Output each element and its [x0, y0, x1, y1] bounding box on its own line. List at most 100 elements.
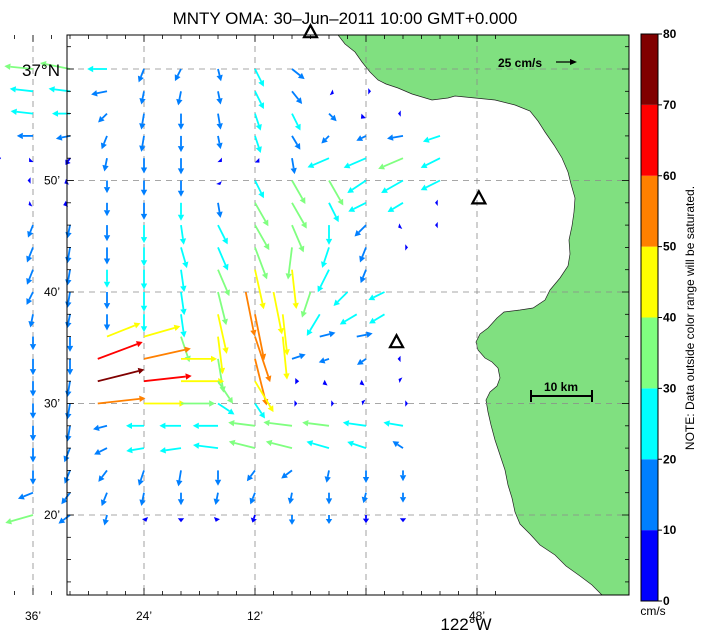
vector-110	[321, 247, 330, 268]
vector-shaft	[67, 247, 71, 258]
vector-86	[387, 202, 404, 213]
vector-8	[254, 68, 265, 87]
vector-head	[216, 98, 223, 105]
vector-head	[5, 518, 12, 525]
vector-shaft	[323, 247, 330, 263]
vector-shaft	[361, 358, 367, 363]
vector-222	[98, 469, 108, 482]
vector-shaft	[326, 470, 330, 478]
vector-head	[342, 420, 350, 427]
vector-shaft	[217, 247, 227, 266]
vector-130	[217, 291, 228, 326]
vector-shaft	[141, 91, 145, 99]
vector-236	[213, 492, 220, 506]
vector-shaft	[362, 269, 367, 278]
vector-135	[368, 291, 385, 301]
vector-shaft	[309, 313, 321, 332]
vector-head	[140, 326, 148, 333]
vector-head	[325, 519, 333, 524]
vector-shaft	[254, 269, 264, 304]
vector-shaft	[67, 314, 71, 323]
vector-125	[26, 291, 34, 305]
vector-head	[177, 146, 185, 153]
vector-shaft	[251, 492, 256, 500]
vector-220	[29, 470, 37, 485]
vector-85	[348, 201, 367, 212]
vector-78	[103, 202, 111, 217]
vector-237	[249, 492, 256, 505]
vector-52	[102, 158, 109, 172]
vector-shaft	[67, 224, 71, 233]
vector-9	[291, 68, 305, 80]
vector-shaft	[217, 202, 221, 213]
coastline	[337, 34, 630, 596]
vector-shaft	[272, 291, 282, 329]
vector-shaft	[363, 492, 367, 498]
vector-121	[291, 269, 299, 310]
vector-head	[213, 517, 221, 522]
vector-shaft	[291, 180, 304, 200]
vector-head	[216, 123, 223, 130]
vector-shaft	[269, 422, 293, 427]
vector-head	[216, 211, 223, 218]
vector-132	[272, 291, 284, 335]
vector-67	[177, 180, 185, 197]
vector-184	[29, 403, 37, 419]
vector-89	[27, 224, 34, 238]
vector-37	[16, 132, 33, 140]
vector-head	[405, 244, 408, 251]
vector-156	[281, 336, 290, 380]
vector-shaft	[234, 422, 256, 427]
vector-244	[102, 514, 109, 526]
vector-shaft	[328, 180, 342, 201]
vector-shaft	[97, 343, 138, 360]
vector-head	[222, 347, 229, 354]
vector-228	[324, 470, 331, 483]
vector-196	[29, 425, 37, 442]
vector-head	[213, 498, 220, 506]
vector-shaft	[140, 68, 145, 78]
vector-47	[387, 134, 404, 141]
vector-229	[362, 470, 370, 483]
vector-shaft	[217, 380, 231, 400]
vector-shaft	[103, 135, 108, 145]
vector-133	[300, 291, 312, 318]
vector-head	[249, 497, 256, 505]
vector-head	[27, 177, 31, 184]
vector-shaft	[217, 68, 221, 76]
y-tick-label-1: 50’	[44, 174, 60, 188]
vector-15	[139, 91, 146, 105]
vector-head	[192, 442, 200, 449]
vector-92	[140, 225, 148, 244]
vector-head	[398, 110, 401, 117]
vector-head	[300, 310, 307, 318]
vector-shaft	[101, 469, 108, 478]
vector-head	[368, 294, 376, 301]
vector-192	[331, 400, 334, 407]
vector-head	[259, 302, 266, 310]
vector-shaft	[104, 514, 108, 520]
vector-shaft	[303, 291, 312, 313]
vector-head	[361, 399, 366, 406]
colorbar-segment-3	[641, 317, 658, 389]
vector-43	[254, 135, 262, 153]
vector-241	[399, 492, 407, 503]
vector-head	[139, 123, 146, 130]
vector-head	[262, 219, 269, 227]
vector-shaft	[281, 314, 288, 350]
vector-shaft	[287, 247, 293, 274]
reference-vector-arrowhead	[570, 59, 577, 65]
vector-194	[405, 400, 408, 407]
vector-shaft	[15, 88, 34, 93]
vector-shaft	[28, 247, 34, 258]
vector-218	[392, 441, 404, 449]
vector-213	[192, 442, 219, 449]
vector-shaft	[356, 333, 367, 338]
vector-73	[381, 179, 404, 194]
vector-145	[306, 313, 321, 336]
vector-head	[369, 317, 376, 324]
vector-177	[217, 380, 233, 404]
vector-head	[28, 200, 33, 207]
vector-shaft	[104, 158, 108, 166]
vector-shaft	[180, 336, 189, 357]
